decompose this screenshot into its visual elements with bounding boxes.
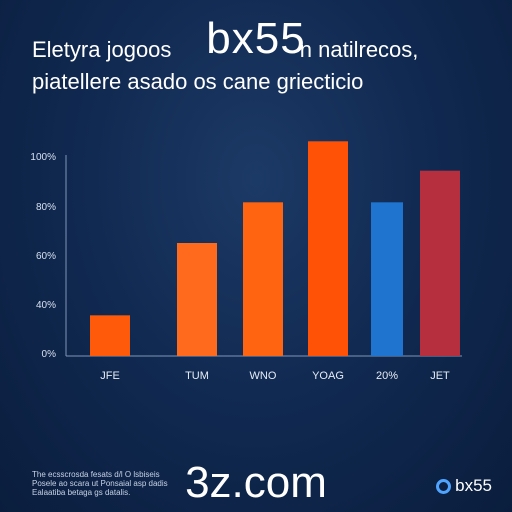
chart-title: Eletyra jogoos n natilrecos, piatellere … (32, 34, 418, 98)
watermark-bottom: 3z.com (185, 458, 327, 507)
x-tick-label: WNO (250, 370, 277, 382)
brand-label: bx55 (455, 476, 492, 495)
y-tick-label: 80% (36, 202, 56, 213)
bar-0 (90, 315, 130, 356)
chart-subtitle: piatellere asado os cane griecticio (32, 68, 364, 94)
x-tick-label: JET (430, 370, 450, 382)
brand-logo: bx55 (436, 476, 492, 496)
chart-title-line-1: Eletyra jogoos n natilrecos, (32, 37, 419, 62)
y-tick-label: 40% (36, 300, 56, 311)
y-tick-label: 100% (30, 152, 56, 163)
bar-5 (420, 170, 460, 356)
x-tick-label: YOAG (312, 370, 344, 382)
footnote-line: Ealaatiba betaga gs datalis. (32, 488, 131, 498)
brand-ring-icon (436, 478, 452, 494)
bar-4 (371, 202, 403, 356)
bar-1 (177, 243, 217, 356)
bar-2 (243, 202, 283, 356)
x-tick-label: JFE (100, 370, 120, 382)
x-tick-label: 20% (376, 370, 398, 382)
x-tick-label: TUM (185, 370, 209, 382)
footnote-line: The ecsscrosda fesats d/l O lsbiseis (32, 470, 160, 479)
watermark-top: bx55 (206, 14, 306, 63)
y-tick-label: 0% (42, 349, 57, 360)
bar-3 (308, 141, 348, 356)
footnote-line: Posele ao scara ut Ponsaial asp dadis (32, 479, 168, 489)
footnote: The ecsscrosda fesats d/l O lsbiseis Pos… (32, 470, 168, 498)
y-tick-label: 60% (36, 251, 56, 262)
